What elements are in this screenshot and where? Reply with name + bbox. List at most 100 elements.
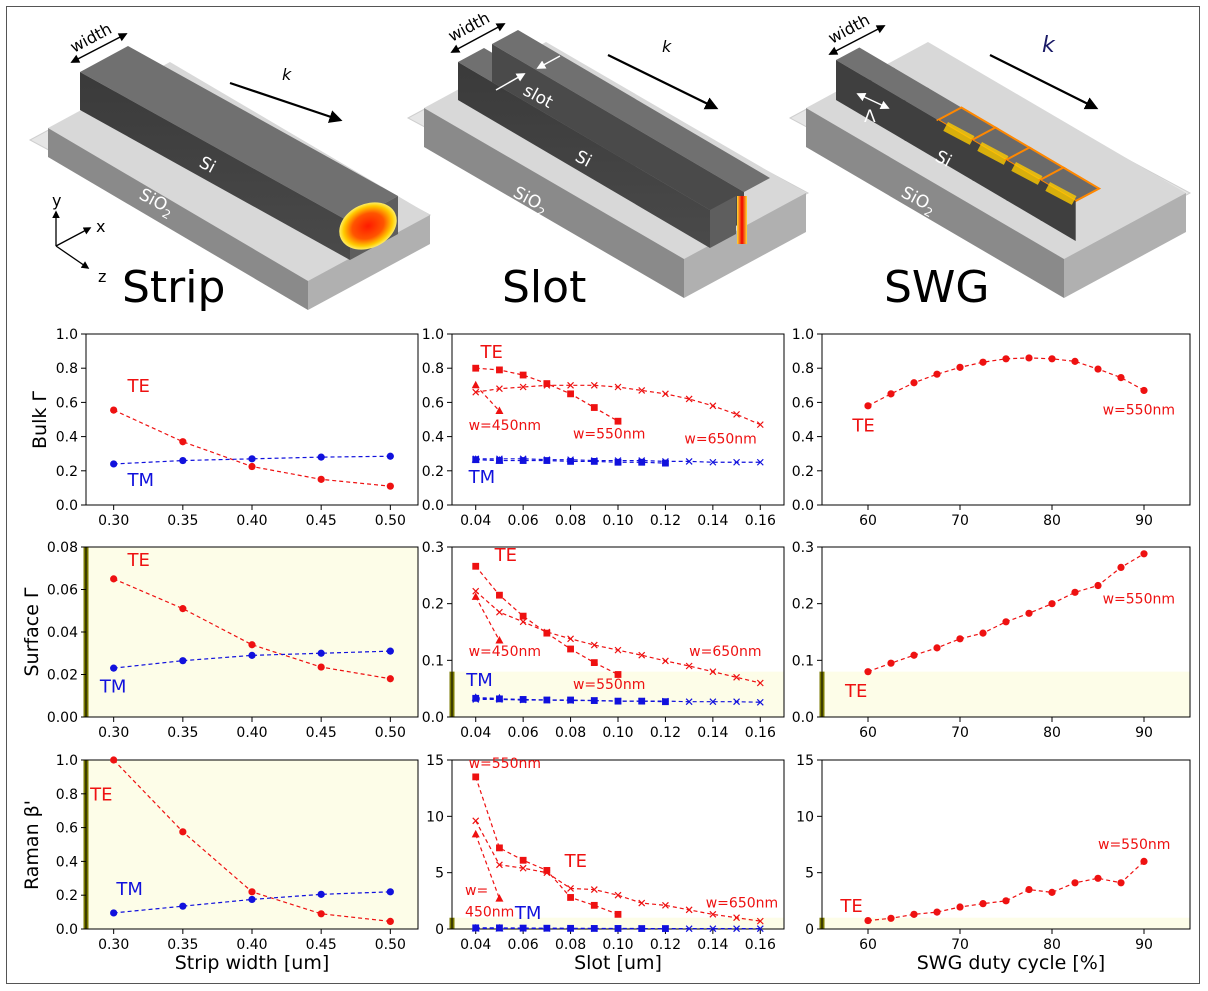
point-tm	[709, 458, 717, 466]
point-tm	[614, 458, 622, 466]
annotation-label: TE	[844, 681, 867, 702]
y-tick-label: 1.0	[56, 753, 78, 769]
slot-gap-arrow	[495, 73, 526, 91]
y-tick-label: 0.0	[792, 710, 814, 726]
point-tm	[496, 455, 503, 463]
annotation-label: TE	[89, 785, 112, 806]
point-te	[956, 363, 964, 371]
point-tm	[179, 902, 187, 910]
x-tick-label: 0.14	[697, 937, 728, 953]
annotation-label: TE	[127, 376, 150, 397]
annotation-label: w=650nm	[684, 431, 756, 447]
swg-mode-field	[977, 142, 1009, 165]
slot-mode-profile	[737, 196, 747, 244]
figure-frame	[6, 6, 1200, 984]
xlabel-swg: SWG duty cycle [%]	[917, 952, 1105, 974]
point-te	[662, 390, 669, 398]
point-tm	[685, 698, 693, 706]
annotation-label: TE	[479, 342, 502, 363]
point-te	[471, 380, 480, 389]
x-tick-label: 0.12	[650, 937, 681, 953]
point-tm	[567, 456, 574, 464]
annotation-label: TM	[127, 470, 155, 491]
point-tm	[248, 455, 256, 463]
slot-width-label: width	[445, 8, 493, 45]
y-tick-label: 0.6	[792, 395, 814, 411]
x-tick-label: 0.10	[602, 513, 633, 529]
y-tick-label: 0.4	[56, 430, 78, 446]
x-tick-label: 0.14	[697, 513, 728, 529]
y-tick-label: 0.8	[56, 361, 78, 377]
point-te	[590, 886, 598, 893]
x-tick-label: 90	[1135, 725, 1153, 741]
point-te	[614, 671, 622, 678]
y-tick-label: 0.2	[792, 597, 814, 613]
point-tm	[496, 696, 503, 703]
point-te	[590, 901, 598, 909]
x-tick-label: 0.30	[98, 513, 129, 529]
point-te	[543, 380, 551, 387]
swg-substrate-left	[806, 108, 1064, 298]
x-tick-label: 0.30	[98, 937, 129, 953]
point-tm	[543, 696, 551, 704]
point-tm	[756, 458, 764, 466]
point-te	[1117, 374, 1125, 382]
point-te	[179, 828, 187, 836]
strip-width-arrow	[70, 33, 128, 63]
annotation-label: TE	[494, 545, 517, 566]
annotation-label: w=550nm	[573, 426, 645, 442]
point-te	[614, 891, 622, 899]
x-tick-label: 0.06	[508, 725, 539, 741]
point-te	[317, 663, 325, 671]
point-te	[519, 612, 527, 620]
point-te	[979, 900, 987, 908]
shade-region	[86, 547, 418, 717]
point-tm	[756, 925, 764, 933]
swg-mode-field	[1011, 161, 1043, 185]
point-te	[590, 641, 598, 649]
point-tm	[317, 890, 325, 898]
point-tm	[543, 925, 551, 932]
strip-width-label: width	[67, 19, 115, 56]
point-tm	[638, 457, 646, 464]
point-tm	[638, 925, 646, 932]
annotation-label: TM	[468, 467, 496, 488]
point-te	[1048, 888, 1056, 896]
point-te	[887, 390, 895, 398]
point-te	[496, 366, 503, 374]
point-tm	[614, 697, 622, 705]
point-tm	[543, 457, 551, 464]
point-te	[386, 482, 394, 490]
point-te	[733, 410, 740, 418]
point-te	[1117, 563, 1125, 572]
x-tick-label: 0.12	[650, 725, 681, 741]
point-te	[567, 635, 574, 643]
axis-z-line	[55, 245, 90, 269]
strip-geometry: width k Si SiO2 y x z	[28, 19, 432, 310]
point-tm	[472, 456, 480, 464]
swg-width-label: width	[825, 10, 873, 47]
point-te	[933, 644, 941, 652]
x-tick-label: 0.35	[167, 513, 198, 529]
y-tick-label: 1.0	[56, 327, 78, 343]
point-te	[496, 861, 503, 869]
point-te	[614, 646, 622, 654]
title-slot: Slot	[502, 262, 586, 313]
series-line-te-circle	[867, 357, 1145, 407]
xlabel-strip: Strip width [um]	[175, 952, 330, 974]
point-te	[1071, 588, 1079, 596]
x-tick-label: 0.12	[650, 513, 681, 529]
slot-k-arrow	[607, 54, 719, 110]
point-te	[638, 651, 646, 659]
y-tick-label: 0.3	[792, 540, 814, 556]
point-te	[614, 383, 622, 391]
y-tick-label: 0.2	[422, 597, 444, 613]
point-te	[864, 402, 872, 410]
swg-k-arrow	[989, 54, 1099, 110]
x-tick-label: 0.40	[236, 725, 267, 741]
y-tick-label: 0.02	[47, 668, 78, 684]
point-te	[567, 381, 574, 389]
point-te	[567, 894, 574, 901]
x-tick-label: 0.16	[745, 513, 776, 529]
